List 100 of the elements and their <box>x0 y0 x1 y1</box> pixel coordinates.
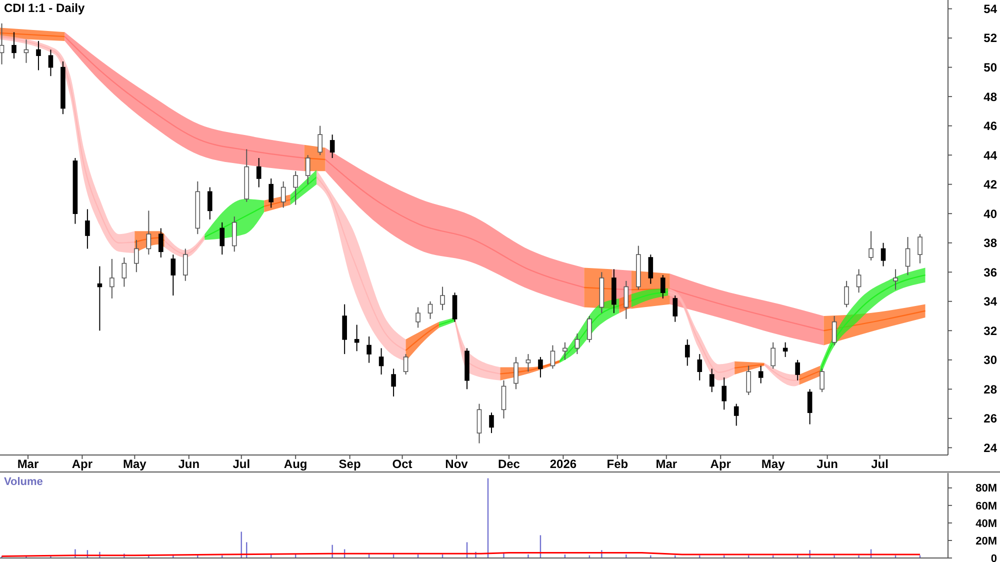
candlestick <box>293 170 298 206</box>
candlestick <box>0 22 4 65</box>
x-tick-label: Sep <box>338 457 361 471</box>
y-tick-label: 80M <box>976 482 997 495</box>
candlestick <box>734 403 739 426</box>
candlestick <box>354 324 360 352</box>
chart-title: Volume <box>4 476 43 488</box>
candlestick <box>514 356 518 390</box>
x-tick-label: Dec <box>498 457 520 471</box>
candlestick <box>403 354 408 376</box>
x-tick-label: Jun <box>178 457 200 471</box>
y-tick-label: 46 <box>984 119 998 134</box>
candlestick <box>342 304 347 355</box>
y-tick-label: 40M <box>976 518 997 530</box>
candlestick <box>526 354 531 372</box>
candlestick <box>918 234 922 264</box>
candlestick <box>256 158 262 188</box>
candlestick <box>770 342 776 370</box>
candlestick <box>122 256 127 288</box>
x-tick-label: Jun <box>816 457 838 471</box>
candlestick <box>538 356 543 378</box>
y-tick-label: 50 <box>984 60 998 74</box>
y-tick-label: 40 <box>984 206 998 221</box>
y-tick-label: 60M <box>976 500 997 512</box>
candlestick <box>452 292 458 322</box>
y-tick-label: 42 <box>984 178 998 192</box>
candlestick <box>844 280 849 308</box>
candlestick <box>305 154 310 185</box>
x-tick-label: Oct <box>392 457 412 471</box>
candlestick <box>366 336 372 364</box>
candlestick <box>624 280 629 320</box>
candlestick <box>24 39 29 64</box>
candlestick <box>48 49 54 77</box>
y-tick-label: 38 <box>984 236 998 250</box>
candlestick <box>220 222 225 256</box>
candlestick <box>318 125 322 156</box>
candlestick <box>672 295 678 322</box>
candlestick <box>330 134 335 159</box>
candlestick <box>905 236 910 276</box>
candlestick <box>440 286 445 311</box>
candlestick <box>158 228 164 258</box>
candlestick <box>562 342 568 360</box>
candlestick <box>268 178 274 208</box>
candlestick <box>146 210 152 256</box>
candlestick <box>476 403 482 444</box>
candlestick <box>807 388 812 425</box>
candlestick <box>893 268 898 290</box>
candlestick <box>746 365 752 396</box>
y-tick-label: 44 <box>984 148 998 162</box>
candlestick <box>574 333 580 355</box>
y-tick-label: 48 <box>984 90 998 104</box>
candlestick <box>232 216 237 252</box>
candlestick <box>648 254 654 284</box>
candlestick <box>489 412 494 434</box>
candlestick <box>391 368 396 397</box>
candlestick <box>587 316 592 343</box>
x-tick-label: Apr <box>710 457 732 471</box>
x-tick-label: 2026 <box>550 457 577 471</box>
x-tick-label: Jul <box>871 457 888 471</box>
x-tick-label: May <box>123 457 147 471</box>
candlestick <box>12 32 16 60</box>
x-tick-label: Nov <box>445 457 468 471</box>
y-tick-label: 34 <box>984 294 998 309</box>
candlestick <box>820 368 824 393</box>
candlestick <box>880 242 886 267</box>
x-tick-label: Mar <box>17 457 39 471</box>
candlestick <box>684 338 690 366</box>
candlestick <box>36 40 41 71</box>
candlestick <box>134 239 139 273</box>
x-tick-label: Aug <box>284 457 308 471</box>
candlestick <box>697 354 702 381</box>
x-tick-label: Jul <box>232 457 250 471</box>
y-tick-label: 24 <box>984 440 998 455</box>
candlestick <box>378 348 384 376</box>
y-tick-label: 0 <box>990 552 997 562</box>
candlestick <box>501 380 506 419</box>
y-tick-label: 30 <box>984 353 998 368</box>
candlestick <box>660 274 666 299</box>
y-tick-label: 52 <box>984 31 998 46</box>
candlestick <box>85 208 90 250</box>
y-tick-label: 28 <box>984 382 998 396</box>
y-tick-label: 20M <box>976 535 997 548</box>
y-tick-label: 32 <box>984 324 998 338</box>
candlestick <box>280 180 286 208</box>
candlestick <box>795 359 800 381</box>
y-tick-label: 36 <box>984 265 998 280</box>
candlestick <box>856 268 862 294</box>
x-tick-label: Mar <box>656 457 678 471</box>
candlestick <box>868 230 874 261</box>
y-tick-label: 54 <box>984 2 998 16</box>
candlestick <box>170 254 176 296</box>
candlestick <box>782 342 788 358</box>
candlestick <box>183 248 188 282</box>
candlestick <box>428 300 433 320</box>
x-tick-label: May <box>761 457 786 471</box>
chart-title: CDI 1:1 - Daily <box>4 1 86 15</box>
candlestick <box>550 344 556 370</box>
candlestick <box>832 316 837 346</box>
candlestick <box>207 186 212 220</box>
candlestick <box>110 258 114 299</box>
